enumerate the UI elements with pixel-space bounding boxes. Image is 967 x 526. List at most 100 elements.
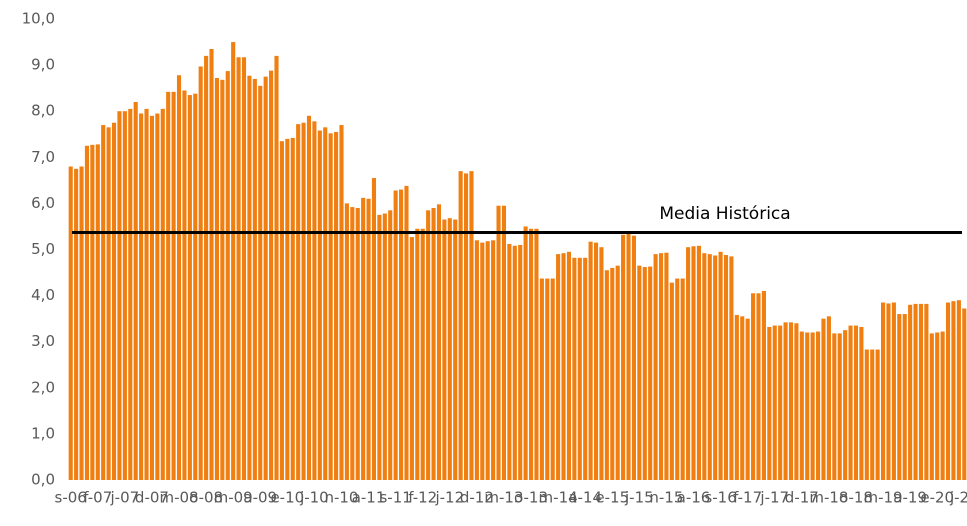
bar [886, 303, 891, 480]
x-tick-label: j-07 [110, 489, 140, 507]
x-tick-label: e-20 [920, 489, 954, 507]
bar [409, 237, 414, 480]
reference-label: Media Histórica [659, 204, 790, 224]
bar [149, 115, 155, 480]
bar [637, 265, 642, 480]
bar [328, 133, 333, 480]
bar [388, 210, 393, 480]
bar [447, 218, 452, 481]
x-tick-label: j-10 [299, 489, 329, 507]
bar [518, 244, 523, 480]
bar [241, 57, 247, 480]
bar [463, 173, 469, 480]
bar [696, 245, 701, 480]
bar [274, 55, 279, 480]
bar [279, 141, 284, 481]
bar [572, 257, 577, 480]
x-tick-label: m-14 [539, 489, 578, 507]
bar [339, 125, 344, 480]
bar [799, 331, 804, 480]
bar [593, 242, 599, 480]
bar [566, 251, 572, 480]
x-tick-label: s-06 [55, 489, 87, 507]
bar [431, 208, 436, 480]
bar [945, 302, 951, 480]
bar [642, 267, 647, 480]
bar [252, 78, 257, 481]
x-tick-label: d-17 [785, 489, 819, 507]
y-tick-label: 6,0 [31, 194, 55, 212]
bar [653, 254, 658, 480]
bar [101, 125, 106, 480]
bar [745, 318, 750, 480]
bar [810, 332, 815, 480]
bar [528, 228, 534, 480]
bar [767, 326, 772, 480]
bar [805, 332, 810, 480]
bar [545, 278, 550, 480]
y-tick-label: 2,0 [31, 378, 55, 396]
x-tick-label: s-16 [704, 489, 736, 507]
bar [214, 78, 219, 481]
bar [908, 304, 913, 480]
bar [875, 349, 880, 480]
bar [426, 210, 431, 480]
bar [290, 137, 295, 481]
bar [453, 219, 458, 480]
bar [334, 131, 339, 480]
x-tick-label: m-19 [863, 489, 902, 507]
bar [458, 171, 463, 480]
bar [209, 48, 214, 481]
bar [231, 42, 236, 481]
bar [740, 316, 745, 480]
bar [371, 178, 377, 481]
bar [837, 333, 842, 480]
bar [128, 108, 133, 481]
bar [474, 240, 479, 480]
bar [139, 113, 144, 480]
bar [691, 246, 696, 480]
bar [269, 70, 274, 481]
bar [843, 330, 848, 480]
x-tick-label: m-09 [214, 489, 253, 507]
bar [122, 111, 127, 480]
x-tick-label: j-12 [434, 489, 464, 507]
bar [144, 108, 149, 481]
x-tick-label: f-07 [83, 489, 112, 507]
bar [258, 85, 263, 480]
bar [832, 333, 837, 480]
bar [171, 91, 176, 480]
bar [734, 314, 739, 480]
x-tick-label: o-13 [514, 489, 548, 507]
bar [729, 256, 734, 480]
bar [794, 323, 799, 480]
bar [420, 228, 425, 480]
bar [301, 122, 306, 480]
bar [377, 214, 382, 481]
bar [106, 127, 111, 481]
bar [404, 185, 409, 480]
bar [306, 115, 312, 480]
bar [680, 278, 685, 480]
bar [485, 241, 490, 480]
bar [772, 325, 777, 480]
y-tick-label: 0,0 [31, 471, 55, 489]
bar [117, 111, 122, 480]
bar [599, 247, 604, 480]
bar [74, 168, 79, 480]
x-tick-label: e-10 [270, 489, 304, 507]
x-tick-label: a-09 [243, 489, 277, 507]
y-tick-label: 8,0 [31, 102, 55, 120]
y-tick-label: 1,0 [31, 424, 55, 442]
bar [399, 189, 404, 480]
bar [621, 234, 626, 480]
bar [902, 314, 907, 480]
bar [723, 255, 729, 480]
x-tick-label: j-15 [624, 489, 654, 507]
bar [95, 144, 100, 480]
x-tick-label: m-18 [809, 489, 848, 507]
x-tick-label: n-15 [649, 489, 683, 507]
bar [166, 91, 171, 480]
bar [550, 278, 555, 480]
y-tick-label: 7,0 [31, 148, 55, 166]
